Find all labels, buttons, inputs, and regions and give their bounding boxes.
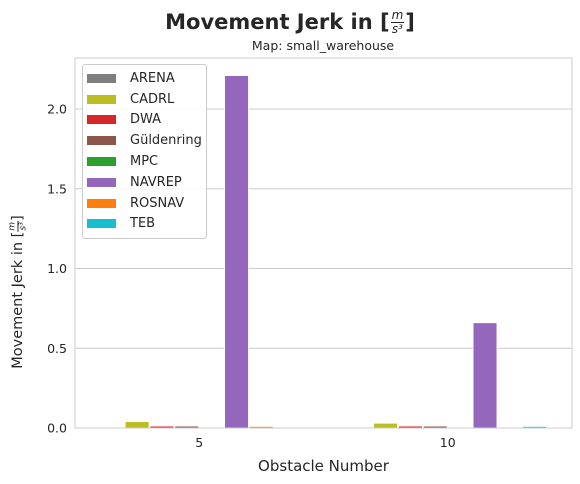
legend-label: Güldenring bbox=[130, 133, 202, 149]
chart-title-text: Movement Jerk in [ bbox=[165, 10, 390, 34]
legend-swatch bbox=[87, 177, 116, 187]
legend-label: ROSNAV bbox=[130, 195, 185, 211]
chart-subtitle: Map: small_warehouse bbox=[251, 38, 395, 53]
legend-item: Güldenring bbox=[83, 130, 206, 151]
bar bbox=[472, 322, 498, 429]
title-unit-fraction: m s³ bbox=[390, 7, 405, 36]
y-tick-label: 0.5 bbox=[47, 341, 67, 356]
bar bbox=[224, 75, 249, 429]
legend-label: CADRL bbox=[130, 91, 175, 107]
legend-item: TEB bbox=[83, 214, 206, 235]
legend-item: CADRL bbox=[83, 89, 206, 110]
y-tick-label: 0.0 bbox=[47, 421, 67, 436]
y-tick-label: 1.5 bbox=[47, 181, 67, 196]
legend-item: NAVREP bbox=[83, 172, 206, 193]
bar bbox=[373, 422, 398, 429]
legend-swatch bbox=[87, 157, 116, 167]
legend-swatch bbox=[87, 219, 116, 229]
legend-item: ROSNAV bbox=[83, 193, 206, 214]
legend: ARENA CADRL DWA Güldenring MPC NAVREP ROSNAV TE… bbox=[82, 64, 207, 240]
y-tick-label: 2.0 bbox=[47, 102, 67, 117]
chart-title-suffix: ] bbox=[405, 10, 415, 34]
x-tick-label: 10 bbox=[440, 435, 456, 450]
legend-item: ARENA bbox=[83, 68, 206, 89]
x-tick-label: 5 bbox=[195, 435, 203, 450]
chart-title: Movement Jerk in [m s³] bbox=[0, 6, 580, 38]
legend-label: ARENA bbox=[130, 70, 175, 86]
legend-label: NAVREP bbox=[130, 174, 182, 190]
legend-swatch bbox=[87, 94, 116, 104]
y-tick-label: 1.0 bbox=[47, 261, 67, 276]
legend-swatch bbox=[87, 198, 116, 208]
legend-item: MPC bbox=[83, 151, 206, 172]
plot-frame bbox=[74, 57, 573, 429]
x-axis-label: Obstacle Number bbox=[258, 457, 390, 475]
legend-swatch bbox=[87, 115, 116, 125]
bar bbox=[124, 421, 150, 429]
title-unit-numerator: m bbox=[390, 7, 405, 23]
legend-label: MPC bbox=[130, 154, 159, 170]
legend-swatch bbox=[87, 136, 116, 146]
legend-item: DWA bbox=[83, 110, 206, 131]
legend-label: DWA bbox=[130, 112, 162, 128]
legend-swatch bbox=[87, 73, 116, 83]
title-unit-denominator: s³ bbox=[391, 21, 403, 36]
legend-label: TEB bbox=[130, 216, 156, 232]
